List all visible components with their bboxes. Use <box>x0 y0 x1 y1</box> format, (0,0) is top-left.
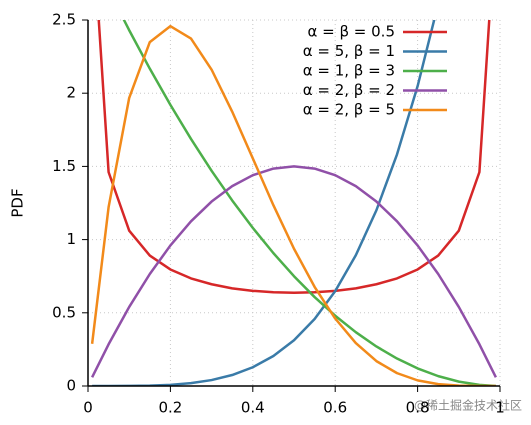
x-tick-label: 0.6 <box>323 399 347 417</box>
y-tick-label: 0 <box>66 377 76 395</box>
legend-label: α = β = 0.5 <box>307 23 395 41</box>
legend-label: α = 1, β = 3 <box>303 62 395 80</box>
series-line <box>92 20 436 386</box>
y-tick-label: 2 <box>66 84 76 102</box>
legend-label: α = 5, β = 1 <box>303 42 395 60</box>
series-line <box>122 20 496 386</box>
legend-label: α = 2, β = 2 <box>303 81 395 99</box>
y-tick-label: 1 <box>66 230 76 248</box>
x-tick-label: 0.4 <box>241 399 265 417</box>
legend-label: α = 2, β = 5 <box>303 101 395 119</box>
x-tick-label: 0.8 <box>406 399 430 417</box>
series-line <box>97 20 491 294</box>
series-line <box>90 24 496 386</box>
x-tick-label: 0 <box>83 399 93 417</box>
series-line <box>91 165 497 378</box>
x-tick-label: 1 <box>495 399 505 417</box>
watermark: @稀土掘金技术社区 <box>414 398 522 413</box>
y-axis-label: PDF <box>9 188 27 217</box>
y-tick-label: 0.5 <box>52 303 76 321</box>
x-tick-label: 0.2 <box>158 399 182 417</box>
y-tick-label: 2.5 <box>52 11 76 29</box>
y-tick-label: 1.5 <box>52 157 76 175</box>
